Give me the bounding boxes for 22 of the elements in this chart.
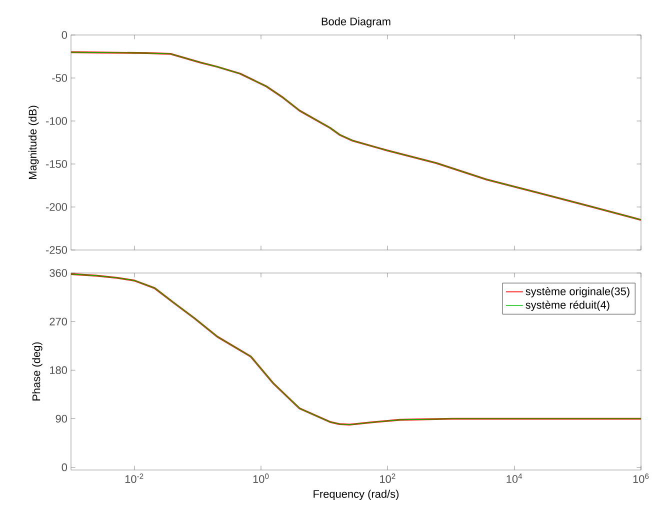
y-tick-label: 0 (62, 463, 68, 472)
legend-label: système originale(35) (526, 287, 630, 298)
x-tick-label: 10$^{-2}$ (125, 474, 144, 483)
x-tick-label: 10$^{4}$ (506, 474, 522, 483)
x-tick-label: 10$^{6}$ (633, 474, 649, 483)
legend-label: système réduit(4) (526, 300, 610, 311)
y-tick-label: 270 (50, 318, 68, 326)
y-tick-label: -100 (46, 117, 68, 125)
x-tick-label: 10$^{2}$ (380, 474, 396, 483)
y-tick-label: -250 (46, 246, 68, 254)
y-tick-label: 180 (50, 366, 68, 374)
y-tick-label: -150 (46, 160, 68, 168)
y-axis-title: Phase (deg) (32, 342, 42, 400)
y-tick-label: 360 (50, 269, 68, 277)
y-tick-label: 0 (62, 31, 68, 39)
x-axis-title: Frequency (rad/s) (314, 490, 399, 500)
y-tick-label: -50 (52, 74, 68, 82)
chart-title: Bode Diagram (322, 17, 390, 28)
x-tick-label: 10$^{0}$ (253, 474, 269, 483)
y-tick-label: 90 (56, 414, 68, 423)
y-axis-title: Magnitude (dB) (28, 106, 39, 180)
y-tick-label: -200 (46, 203, 68, 211)
